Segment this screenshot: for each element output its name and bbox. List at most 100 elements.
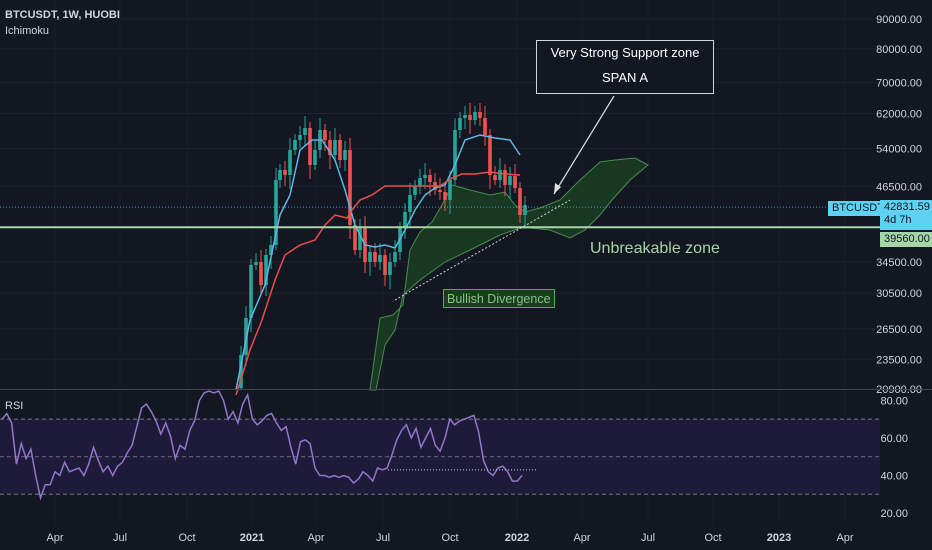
bearish-candle (488, 135, 492, 175)
bullish-candle (303, 128, 307, 135)
bearish-candle (503, 170, 507, 185)
time-tick-label: Oct (704, 532, 721, 544)
time-tick-label: 2021 (240, 532, 264, 544)
rsi-tick-label: 20.00 (880, 508, 908, 520)
price-tick-label: 30500.00 (876, 288, 922, 300)
callout-line2: SPAN A (601, 70, 648, 85)
bullish-candle (298, 135, 302, 140)
bullish-candle (448, 180, 452, 200)
bullish-candle (408, 195, 412, 212)
bar-countdown: 4d 7h (884, 214, 912, 226)
tenkan-sen-line (235, 134, 521, 391)
bearish-candle (353, 225, 357, 250)
bullish-divergence-label: Bullish Divergence (443, 289, 555, 308)
bearish-candle (513, 176, 517, 188)
rsi-tick-label: 60.00 (880, 433, 908, 445)
rsi-tick-label: 40.00 (880, 470, 908, 482)
price-tick-label: 80000.00 (876, 44, 922, 56)
rsi-line (1, 390, 523, 501)
bullish-candle (378, 255, 382, 262)
rsi-band (0, 419, 880, 495)
time-tick-label: Apr (46, 532, 63, 544)
bullish-candle (249, 265, 253, 318)
bearish-candle (348, 150, 352, 225)
bullish-candle (523, 205, 527, 215)
price-tick-label: 23500.00 (876, 354, 922, 366)
time-tick-label: Jul (113, 532, 127, 544)
level-price-tag: 39560.00 (880, 232, 932, 247)
price-tick-label: 90000.00 (876, 14, 922, 26)
bearish-candle (478, 112, 482, 118)
price-levels (0, 206, 880, 229)
last-price-tag: 42831.59 4d 7h (880, 200, 932, 230)
support-callout: Very Strong Support zone SPAN A (536, 40, 714, 94)
bearish-candle (428, 175, 432, 182)
rsi-pane: 80.00 60.00 40.00 20.00 (0, 390, 908, 520)
symbol-tag: BTCUSDT (828, 201, 888, 216)
bearish-candle (443, 192, 447, 200)
bullish-candle (393, 252, 397, 262)
unbreakable-zone-label: Unbreakable zone (590, 240, 720, 257)
price-tick-label: 26500.00 (876, 324, 922, 336)
bullish-candle (458, 118, 462, 130)
callout-arrowhead (554, 183, 561, 194)
bullish-candle (313, 150, 317, 165)
bullish-candle (418, 178, 422, 186)
callout-arrow (553, 95, 615, 195)
bearish-candle (468, 115, 472, 120)
bearish-candle (308, 128, 312, 165)
last-price-value: 42831.59 (884, 201, 930, 213)
bullish-candle (264, 255, 268, 285)
bearish-candle (373, 252, 377, 262)
price-axis[interactable]: 90000.00 80000.00 70000.00 62000.00 54000.00… (876, 14, 922, 396)
time-tick-label: 2022 (505, 532, 529, 544)
price-tick-label: 46500.00 (876, 181, 922, 193)
time-tick-label: Oct (178, 532, 195, 544)
bearish-candle (323, 130, 327, 140)
bullish-candle (288, 150, 292, 175)
time-tick-label: Oct (441, 532, 458, 544)
time-axis[interactable]: Apr Jul Oct 2021 Apr Jul Oct 2022 Apr Jul Oct 2023 A… (46, 532, 853, 544)
bullish-candle (453, 130, 457, 180)
price-tick-label: 70000.00 (876, 78, 922, 90)
ichimoku-cloud (369, 157, 649, 391)
bullish-candle (278, 170, 282, 180)
price-tick-label: 54000.00 (876, 143, 922, 155)
bearish-candle (493, 175, 497, 180)
bearish-candle (483, 118, 487, 135)
indicator-label[interactable]: Ichimoku (5, 25, 50, 37)
bullish-candle (388, 262, 392, 275)
rsi-label[interactable]: RSI (5, 400, 24, 412)
time-tick-label: Apr (836, 532, 853, 544)
bullish-candle (333, 140, 337, 155)
price-tick-label: 62000.00 (876, 108, 922, 120)
bullish-candle (473, 112, 477, 120)
bullish-candle (274, 180, 278, 245)
time-tick-label: Jul (376, 532, 390, 544)
divergence-trendline (394, 199, 571, 301)
symbol-title[interactable]: BTCUSDT, 1W, HUOBI (5, 9, 120, 21)
bullish-candle (403, 212, 407, 228)
kijun-sen-line (235, 171, 521, 396)
bullish-candle (293, 140, 297, 150)
time-tick-label: Apr (573, 532, 590, 544)
bearish-candle (518, 188, 522, 215)
bearish-candle (328, 140, 332, 155)
bullish-candle (269, 245, 273, 255)
bearish-candle (383, 255, 387, 275)
rsi-tick-label: 80.00 (880, 395, 908, 407)
bullish-candle (508, 176, 512, 185)
bearish-candle (338, 140, 342, 160)
bullish-candle (368, 252, 372, 262)
bullish-candle (498, 170, 502, 180)
bullish-candle (463, 115, 467, 118)
bearish-candle (259, 262, 263, 285)
time-tick-label: Jul (641, 532, 655, 544)
callout-line1: Very Strong Support zone (550, 45, 700, 60)
bullish-candle (413, 186, 417, 195)
bearish-candle (283, 170, 287, 175)
bearish-candle (438, 190, 442, 192)
bullish-candle (358, 228, 362, 250)
bullish-candle (239, 355, 243, 388)
